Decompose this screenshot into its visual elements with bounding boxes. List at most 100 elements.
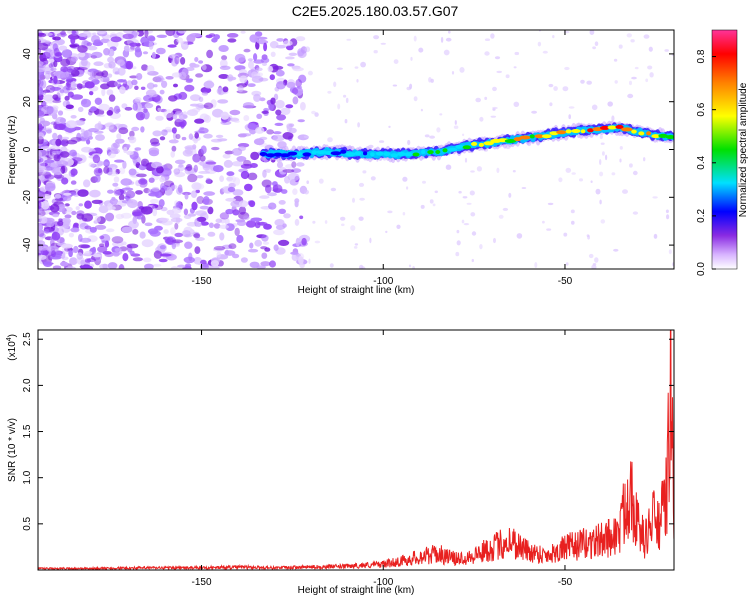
noise-blob: [648, 46, 653, 52]
noise-blob: [208, 222, 214, 229]
ridge-peak: [354, 151, 361, 156]
noise-blob: [121, 187, 134, 191]
noise-blob: [38, 178, 41, 188]
noise-blob: [170, 217, 183, 223]
noise-blob: [65, 266, 77, 269]
noise-blob: [148, 92, 158, 98]
snr-multiplier: (x104): [6, 334, 18, 361]
noise-blob: [243, 159, 252, 167]
noise-blob: [236, 156, 247, 162]
noise-blob: [199, 205, 210, 210]
noise-blob: [78, 33, 88, 37]
noise-blob: [418, 47, 424, 53]
noise-blob: [53, 154, 61, 162]
noise-blob: [303, 135, 309, 139]
noise-blob: [296, 162, 305, 167]
ridge-peak: [534, 134, 545, 139]
noise-blob: [307, 70, 313, 76]
noise-blob: [193, 233, 201, 239]
noise-blob: [44, 182, 56, 192]
noise-blob: [71, 94, 83, 100]
noise-blob: [249, 242, 254, 249]
noise-blob: [151, 186, 160, 192]
noise-blob: [112, 182, 119, 187]
noise-blob: [244, 183, 253, 192]
noise-blob: [647, 65, 653, 70]
noise-blob: [83, 129, 93, 139]
noise-blob: [38, 132, 45, 140]
ridge-peak: [447, 147, 458, 152]
noise-blob: [233, 177, 241, 186]
noise-blob: [409, 83, 413, 90]
ridge-peak: [462, 145, 471, 150]
noise-blob: [424, 134, 430, 138]
noise-blob: [70, 36, 76, 45]
noise-blob: [170, 184, 178, 190]
noise-blob: [187, 173, 198, 183]
noise-blob: [180, 57, 186, 65]
noise-blob: [198, 96, 204, 103]
noise-blob: [240, 30, 246, 34]
noise-blob: [226, 33, 239, 38]
noise-blob: [159, 89, 165, 95]
noise-blob: [58, 218, 63, 222]
noise-blob: [354, 66, 359, 69]
noise-blob: [144, 103, 154, 109]
noise-blob: [38, 110, 45, 117]
noise-blob: [177, 30, 187, 34]
noise-blob: [274, 122, 284, 126]
noise-blob: [79, 237, 92, 243]
noise-blob: [516, 233, 523, 239]
noise-blob: [194, 132, 199, 139]
noise-blob: [643, 34, 650, 39]
noise-blob: [173, 83, 178, 88]
noise-blob: [344, 119, 348, 124]
noise-blob: [108, 61, 116, 69]
ridge-peak: [287, 151, 298, 156]
y-tick-label: 2.0: [22, 378, 33, 392]
noise-blob: [91, 51, 103, 59]
noise-blob: [38, 150, 43, 160]
noise-blob: [203, 196, 210, 205]
ridge-peak: [607, 125, 617, 130]
noise-blob: [299, 215, 304, 220]
noise-blob: [140, 158, 150, 167]
noise-blob: [232, 209, 240, 216]
noise-blob: [264, 247, 271, 252]
chart-title: C2E5.2025.180.03.57.G07: [291, 3, 459, 19]
noise-blob: [84, 225, 92, 230]
noise-blob: [327, 137, 333, 143]
ridge-peak: [471, 141, 478, 146]
noise-blob: [571, 220, 575, 225]
noise-blob: [61, 248, 68, 252]
noise-blob: [183, 214, 192, 219]
noise-blob: [148, 147, 160, 154]
noise-blob: [484, 38, 491, 41]
noise-blob: [422, 180, 426, 184]
noise-blob: [254, 239, 262, 247]
noise-blob: [224, 250, 236, 256]
noise-blob: [169, 213, 181, 219]
ridge-peak: [363, 151, 368, 156]
y-tick-label: 40: [22, 48, 33, 60]
noise-blob: [272, 184, 283, 194]
noise-blob: [428, 77, 432, 83]
noise-blob: [75, 206, 80, 211]
noise-blob: [39, 175, 45, 181]
noise-blob: [455, 251, 460, 257]
noise-blob: [185, 263, 192, 268]
noise-blob: [148, 36, 156, 42]
noise-blob: [105, 121, 115, 130]
noise-blob: [76, 252, 84, 260]
noise-blob: [261, 110, 269, 115]
noise-blob: [38, 166, 47, 175]
noise-blob: [318, 178, 324, 184]
noise-blob: [227, 74, 234, 82]
noise-blob: [436, 127, 441, 133]
noise-blob: [203, 191, 216, 196]
y-tick-label: -20: [22, 190, 33, 205]
noise-blob: [360, 266, 366, 269]
noise-blob: [210, 260, 219, 267]
noise-blob: [165, 76, 174, 80]
snr-x-label: Height of straight line (km): [298, 585, 415, 596]
